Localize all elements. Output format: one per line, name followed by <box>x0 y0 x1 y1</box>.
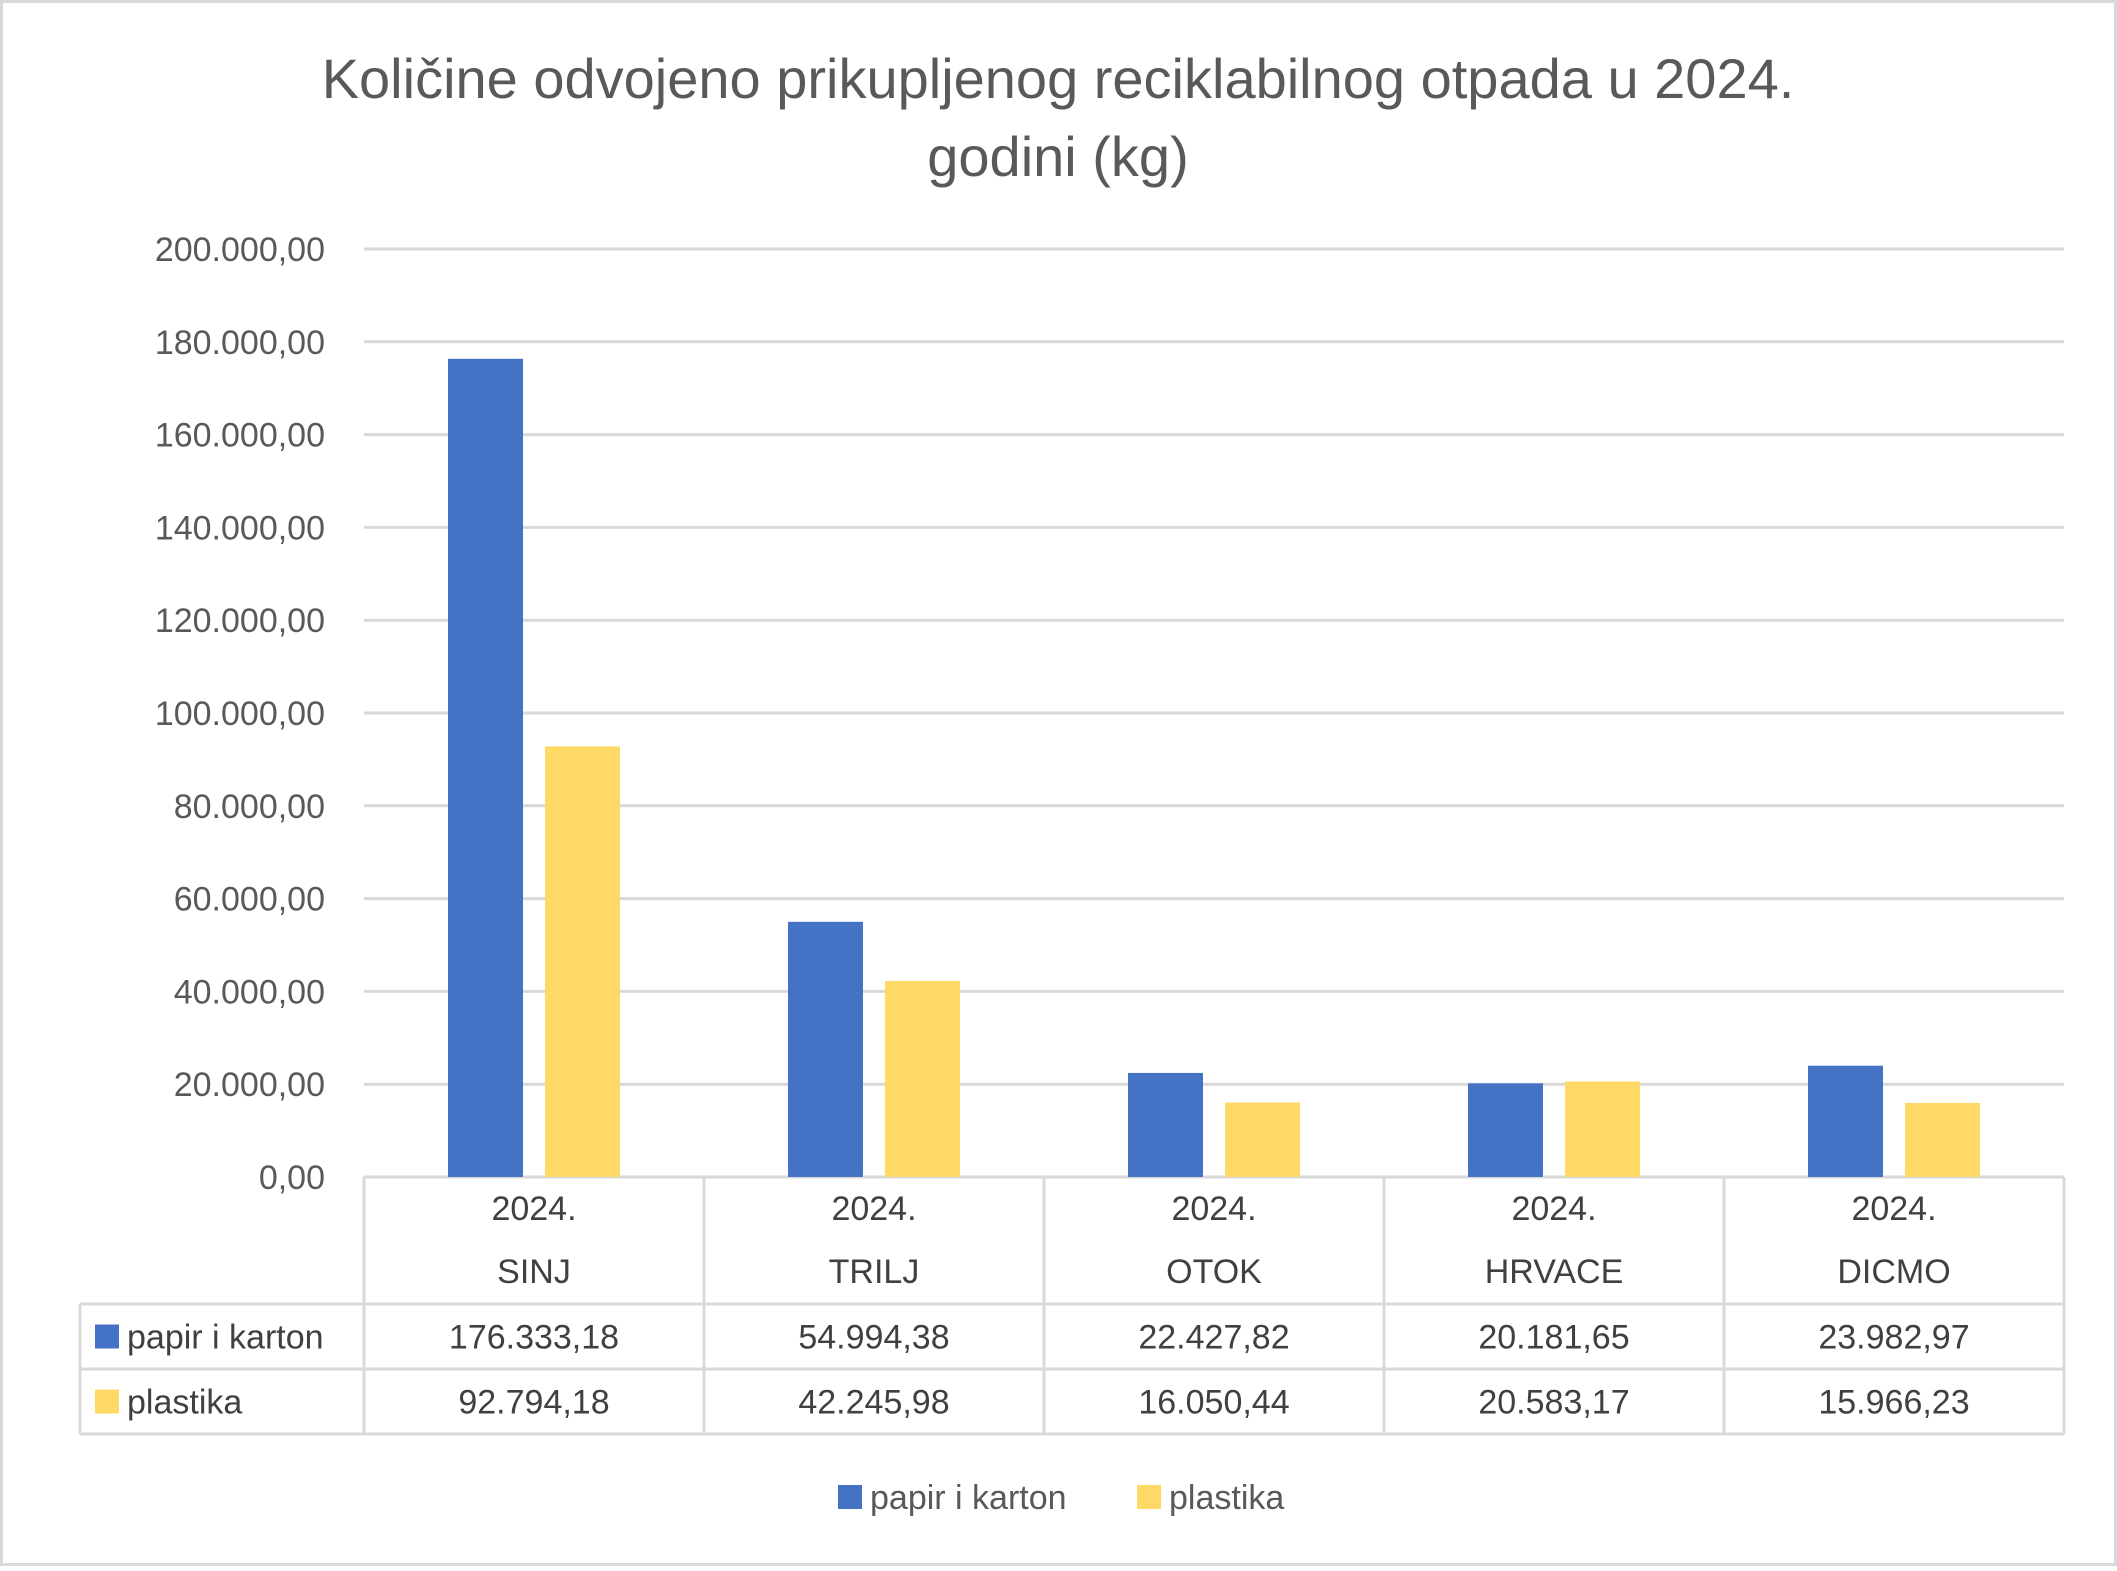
table-value: 92.794,18 <box>458 1384 609 1422</box>
category-label: OTOK <box>1166 1253 1262 1291</box>
category-label: 2024. <box>1171 1190 1256 1228</box>
y-axis-ticks: 0,00 20.000,00 40.000,00 60.000,00 80.000,00… <box>155 231 325 1197</box>
bar <box>1128 1072 1203 1177</box>
legend-key <box>1137 1485 1161 1509</box>
category-label: 2024. <box>1511 1190 1596 1228</box>
category-label: TRILJ <box>829 1253 920 1291</box>
y-tick-label: 120.000,00 <box>155 602 325 640</box>
category-label: DICMO <box>1837 1253 1950 1291</box>
bar <box>1468 1083 1543 1177</box>
y-tick-label: 0,00 <box>259 1159 325 1197</box>
chart-title-line2: godini (kg) <box>927 125 1188 188</box>
legend-label: papir i karton <box>870 1479 1067 1517</box>
y-tick-label: 160.000,00 <box>155 417 325 455</box>
table-value: 23.982,97 <box>1818 1319 1969 1357</box>
table-series-name: papir i karton <box>127 1319 324 1357</box>
gridlines <box>364 247 2064 1179</box>
y-tick-label: 80.000,00 <box>174 788 325 826</box>
bar <box>788 921 863 1177</box>
y-tick-label: 140.000,00 <box>155 509 325 547</box>
table-value: 54.994,38 <box>798 1319 949 1357</box>
table-value: 20.583,17 <box>1478 1384 1629 1422</box>
bar <box>448 358 523 1177</box>
legend-label: plastika <box>1169 1479 1284 1517</box>
y-tick-label: 60.000,00 <box>174 881 325 919</box>
table-value: 176.333,18 <box>449 1319 619 1357</box>
category-label: SINJ <box>497 1253 571 1291</box>
legend: papir i karton plastika <box>838 1479 1284 1517</box>
bar <box>1565 1081 1640 1177</box>
chart-title-line1: Količine odvojeno prikupljenog reciklabi… <box>322 47 1795 110</box>
bar <box>1905 1102 1980 1177</box>
y-tick-label: 180.000,00 <box>155 324 325 362</box>
table-value: 20.181,65 <box>1478 1319 1629 1357</box>
legend-key <box>838 1485 862 1509</box>
bar <box>1808 1065 1883 1177</box>
category-label: HRVACE <box>1485 1253 1624 1291</box>
y-tick-label: 200.000,00 <box>155 231 325 269</box>
bars <box>448 358 1980 1177</box>
table-value: 42.245,98 <box>798 1384 949 1422</box>
table-value: 22.427,82 <box>1138 1319 1289 1357</box>
bar <box>545 746 620 1177</box>
category-label: 2024. <box>491 1190 576 1228</box>
y-tick-label: 20.000,00 <box>174 1066 325 1104</box>
category-label: 2024. <box>831 1190 916 1228</box>
table-value: 16.050,44 <box>1138 1384 1289 1422</box>
table-legend-key <box>95 1389 119 1414</box>
bar <box>885 980 960 1177</box>
category-label: 2024. <box>1851 1190 1936 1228</box>
bar <box>1225 1102 1300 1177</box>
y-tick-label: 100.000,00 <box>155 695 325 733</box>
y-tick-label: 40.000,00 <box>174 973 325 1011</box>
table-value: 15.966,23 <box>1818 1384 1969 1422</box>
data-table: 2024. SINJ 2024. TRILJ 2024. OTOK 2024. HRVACE 2… <box>78 1177 2066 1436</box>
table-series-name: plastika <box>127 1384 242 1422</box>
table-legend-key <box>95 1324 119 1349</box>
